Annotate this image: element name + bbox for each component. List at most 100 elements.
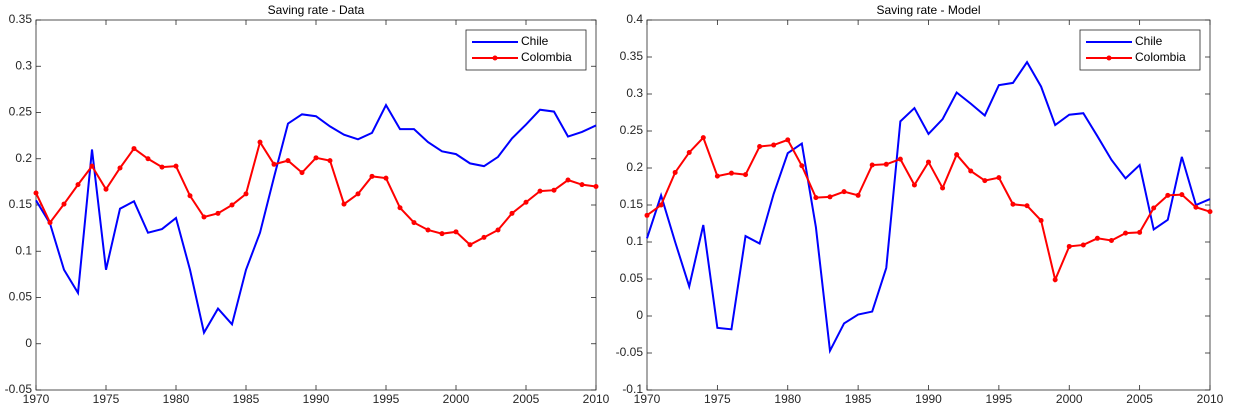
- data-point: [1052, 277, 1058, 283]
- y-tick-label: 0.25: [620, 123, 644, 137]
- y-tick-label: 0.3: [626, 86, 643, 100]
- data-point: [799, 163, 805, 169]
- data-point: [1179, 192, 1185, 198]
- data-point: [453, 229, 459, 235]
- x-tick-label: 2005: [1126, 392, 1153, 406]
- data-point: [187, 193, 193, 199]
- data-point: [1193, 204, 1199, 210]
- legend-label: Chile: [1135, 34, 1163, 48]
- data-point: [397, 205, 403, 211]
- data-point: [425, 227, 431, 233]
- data-point: [841, 189, 847, 195]
- data-point: [1080, 242, 1086, 248]
- x-tick-label: 1980: [163, 392, 190, 406]
- series-line: [646, 60, 1211, 355]
- plot-area: [35, 19, 597, 391]
- data-point: [61, 201, 67, 207]
- x-tick-label: 2010: [583, 392, 610, 406]
- data-point: [481, 234, 487, 240]
- y-tick-label: 0: [25, 336, 32, 350]
- data-point: [327, 158, 333, 164]
- data-point: [897, 156, 903, 162]
- x-tick-label: 1970: [634, 392, 661, 406]
- data-point: [117, 165, 123, 171]
- legend-label: Colombia: [1135, 50, 1186, 64]
- data-point: [243, 191, 249, 197]
- y-tick-label: 0.2: [626, 160, 643, 174]
- data-point: [968, 168, 974, 174]
- y-tick-label: 0.15: [9, 197, 33, 211]
- data-point: [103, 186, 109, 192]
- data-point: [369, 173, 375, 179]
- y-tick-label: -0.1: [622, 382, 643, 396]
- data-point: [658, 202, 664, 208]
- data-point: [383, 175, 389, 181]
- y-tick-label: 0: [636, 308, 643, 322]
- data-point: [257, 139, 263, 145]
- data-point: [1165, 192, 1171, 198]
- data-point: [1094, 235, 1100, 241]
- data-point: [743, 172, 749, 178]
- y-tick-label: 0.3: [15, 58, 32, 72]
- data-point: [771, 142, 777, 148]
- data-point: [299, 170, 305, 176]
- data-point: [271, 161, 277, 167]
- x-tick-label: 1985: [233, 392, 260, 406]
- data-point: [869, 162, 875, 168]
- x-tick-label: 1985: [845, 392, 872, 406]
- data-point: [982, 178, 988, 184]
- data-point: [439, 231, 445, 237]
- y-tick-label: -0.05: [616, 345, 644, 359]
- data-point: [159, 164, 165, 170]
- data-point: [593, 184, 599, 189]
- data-point: [1207, 209, 1213, 215]
- data-point: [1010, 201, 1016, 207]
- data-point: [728, 170, 734, 176]
- series-line: [35, 103, 597, 336]
- x-tick-label: 1995: [373, 392, 400, 406]
- y-tick-label: 0.05: [9, 290, 33, 304]
- y-tick-label: 0.1: [626, 234, 643, 248]
- y-tick-label: 0.15: [620, 197, 644, 211]
- legend-marker: [1106, 55, 1112, 61]
- x-tick-label: 2010: [1197, 392, 1224, 406]
- legend-label: Chile: [521, 34, 549, 48]
- data-point: [173, 163, 179, 169]
- data-point: [313, 155, 319, 161]
- y-tick-label: -0.05: [5, 382, 33, 396]
- legend-box: [465, 29, 587, 71]
- x-tick-label: 1970: [23, 392, 50, 406]
- data-point: [131, 146, 137, 152]
- data-point: [215, 210, 221, 216]
- data-point: [523, 199, 529, 205]
- data-point: [940, 185, 946, 191]
- y-tick-label: 0.2: [15, 151, 32, 165]
- x-tick-label: 1980: [774, 392, 801, 406]
- data-point: [954, 152, 960, 158]
- data-point: [855, 192, 861, 198]
- data-point: [883, 161, 889, 167]
- y-tick-label: 0.25: [9, 105, 33, 119]
- chart: Saving rate - Data -0.05 0 0.05 0.1 0.15 0.2 0.…: [5, 3, 610, 406]
- x-tick-label: 2005: [513, 392, 540, 406]
- data-point: [700, 135, 706, 141]
- data-point: [89, 163, 95, 169]
- x-tick-label: 1990: [915, 392, 942, 406]
- data-point: [509, 210, 515, 216]
- data-point: [644, 212, 650, 218]
- data-point: [285, 158, 291, 164]
- x-tick-label: 1995: [986, 392, 1013, 406]
- data-point: [1066, 243, 1072, 249]
- data-point: [911, 182, 917, 188]
- data-point: [785, 137, 791, 143]
- data-point: [229, 202, 235, 208]
- data-point: [537, 188, 543, 194]
- x-tick-label: 2000: [443, 392, 470, 406]
- data-point: [1151, 205, 1157, 211]
- y-tick-label: 0.05: [620, 271, 644, 285]
- y-tick-label: 0.4: [626, 12, 643, 26]
- chart-title: Saving rate - Model: [876, 3, 980, 17]
- data-point: [813, 195, 819, 201]
- data-point: [355, 191, 361, 197]
